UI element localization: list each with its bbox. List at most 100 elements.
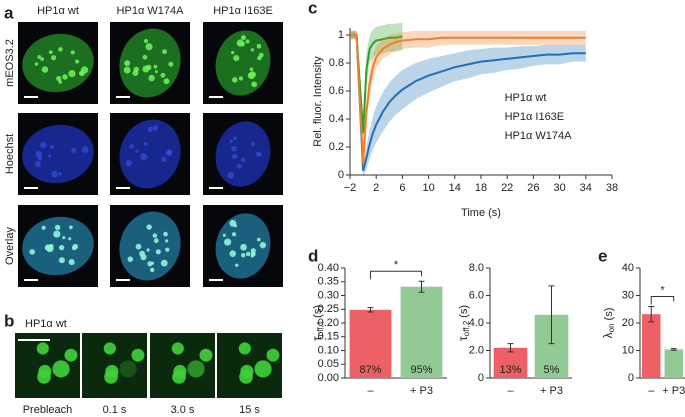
focus <box>231 232 237 237</box>
focus <box>247 72 255 80</box>
focus <box>236 163 242 169</box>
focus <box>224 238 232 246</box>
focus <box>227 172 235 179</box>
focus <box>266 348 280 362</box>
symbol: τ <box>456 336 470 341</box>
focus <box>153 238 159 244</box>
focus <box>37 55 42 59</box>
focus <box>68 237 72 241</box>
panel-label: e <box>598 246 607 265</box>
y-tick-label: 0.8 <box>329 57 344 69</box>
focus <box>231 146 237 152</box>
series-line <box>350 34 586 172</box>
x-tick-label: – <box>367 385 374 397</box>
focus <box>250 141 255 147</box>
error-bar <box>507 343 514 353</box>
y-tick-label: 0.4 <box>329 113 344 125</box>
focus <box>54 224 61 231</box>
focus <box>71 147 77 153</box>
y-tick-label: 0.30 <box>318 289 339 301</box>
x-tick-label: 2 <box>373 182 379 194</box>
x-tick-label: 34 <box>580 182 592 194</box>
focus <box>51 55 57 61</box>
focus <box>165 247 170 252</box>
focus <box>251 81 258 88</box>
x-tick-label: 22 <box>501 182 513 194</box>
y-tick-label: 10 <box>622 344 634 356</box>
focus <box>34 161 41 167</box>
symbol: τ <box>310 336 324 341</box>
focus <box>40 57 45 61</box>
focus <box>62 74 68 80</box>
focus <box>58 172 62 176</box>
focus <box>165 239 169 243</box>
nucleus <box>119 119 181 189</box>
x-tick-label: −2 <box>344 182 357 194</box>
focus <box>140 254 147 261</box>
y-tick-label: 0 <box>478 372 484 384</box>
focus <box>123 66 131 74</box>
bar <box>349 309 392 378</box>
focus <box>68 259 75 266</box>
x-tick-label: 38 <box>606 182 618 194</box>
x-tick-label: – <box>648 385 655 397</box>
focus <box>249 67 254 72</box>
legend-label: HP1α W174A <box>505 130 573 142</box>
y-tick-label: 0.35 <box>318 276 339 288</box>
focus <box>142 54 148 60</box>
y-tick-label: 0.05 <box>318 358 339 370</box>
focus <box>254 360 272 378</box>
focus <box>58 257 65 264</box>
focus <box>241 35 246 41</box>
focus <box>49 144 54 149</box>
y-tick-label: 2.0 <box>469 344 484 356</box>
panel-label: d <box>308 246 318 265</box>
focus <box>239 369 253 384</box>
legend-label: HP1α I163E <box>505 111 565 123</box>
focus <box>135 149 139 153</box>
nucleus <box>22 124 94 184</box>
focus <box>250 248 256 254</box>
focus <box>34 62 39 66</box>
focus <box>143 141 148 146</box>
focus <box>58 80 63 84</box>
focus <box>135 243 142 250</box>
focus <box>160 72 166 78</box>
focus <box>70 50 75 55</box>
focus <box>140 153 148 161</box>
subscript: off,1 <box>316 320 325 336</box>
error-bar <box>648 306 655 323</box>
focus <box>231 77 238 83</box>
unit: (s) <box>458 305 470 318</box>
focus <box>257 237 261 242</box>
focus <box>152 125 159 131</box>
focus <box>152 233 158 238</box>
bar-label: 87% <box>359 364 381 376</box>
focus <box>162 49 167 55</box>
subscript: on <box>607 323 616 332</box>
nucleus <box>215 121 271 187</box>
time-label: Prebleach <box>23 404 73 416</box>
focus <box>222 233 226 237</box>
focus <box>233 136 237 141</box>
focus <box>146 224 152 230</box>
y-tick-label: 1 <box>338 29 344 41</box>
focus <box>58 244 65 251</box>
focus <box>48 244 54 249</box>
bar-label: 13% <box>499 364 521 376</box>
x-tick-label: + P3 <box>662 385 685 397</box>
focus <box>41 225 46 230</box>
focus <box>48 50 53 55</box>
y-tick-label: 0.10 <box>318 344 339 356</box>
bar-label: 5% <box>544 364 560 376</box>
y-tick-label: 6.0 <box>469 289 484 301</box>
y-tick-label: 0.40 <box>318 262 339 274</box>
focus <box>163 78 170 85</box>
focus <box>80 71 85 76</box>
focus <box>167 150 172 155</box>
focus <box>103 342 116 355</box>
error-band <box>350 32 586 178</box>
column-label: HP1α I163E <box>213 5 273 17</box>
bar <box>664 349 683 378</box>
focus <box>172 369 186 384</box>
